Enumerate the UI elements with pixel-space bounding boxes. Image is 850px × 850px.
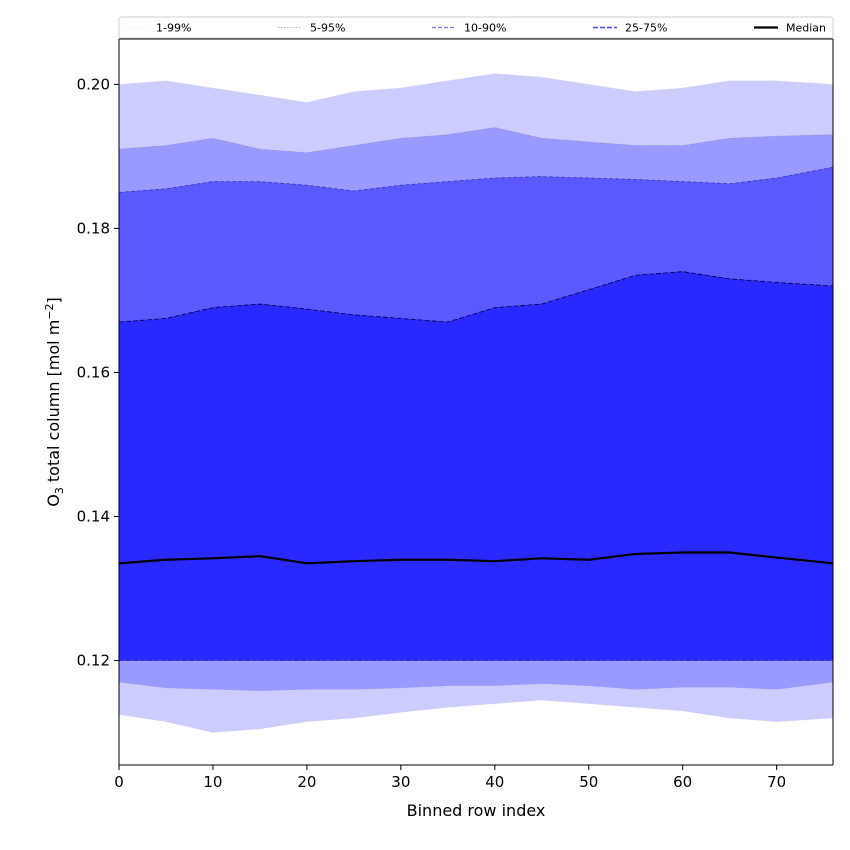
y-axis-label-sup: −2 [43, 303, 56, 319]
x-ticks: 0 10 20 30 40 50 60 70 [114, 765, 786, 791]
y-tick-label: 0.14 [77, 508, 110, 526]
axes [118, 38, 834, 766]
legend: 1-99% 5-95% 10-90% 25-75% Median [118, 16, 834, 39]
x-tick-label: 70 [767, 773, 786, 791]
y-axis-label-rest: total column [mol m [44, 320, 63, 487]
y-axis-label-sub: 3 [53, 487, 66, 494]
legend-label-5: Median [786, 22, 826, 35]
band-10-90-upper-edge [118, 166, 834, 193]
legend-label-3: 10-90% [464, 22, 506, 35]
y-tick-label: 0.12 [77, 652, 110, 670]
band-1-99-upper-edge [118, 73, 834, 103]
legend-label-1: 1-99% [156, 22, 191, 35]
legend-box [118, 16, 834, 39]
x-axis-label: Binned row index [407, 801, 546, 820]
y-axis-label-main: O [44, 494, 63, 507]
y-tick-label: 0.16 [77, 363, 110, 381]
band-25-75-upper-edge [118, 271, 834, 323]
bands [118, 73, 834, 733]
band-5-95-lower-edge [118, 681, 834, 692]
band-25-75-area [119, 271, 833, 661]
y-axis-label: O3 total column [mol m−2] [43, 297, 66, 507]
x-tick-label: 20 [297, 773, 316, 791]
legend-label-4: 25-75% [625, 22, 667, 35]
median-layer [118, 551, 834, 565]
x-tick-label: 50 [579, 773, 598, 791]
x-tick-label: 0 [114, 773, 124, 791]
y-ticks: 0.12 0.14 0.16 0.18 0.20 [77, 75, 119, 670]
y-tick-label: 0.20 [77, 75, 110, 93]
x-tick-label: 60 [673, 773, 692, 791]
x-tick-label: 40 [485, 773, 504, 791]
median-line [118, 551, 834, 565]
y-tick-label: 0.18 [77, 219, 110, 237]
y-axis-label-end: ] [44, 297, 63, 303]
legend-label-2: 5-95% [310, 22, 345, 35]
x-tick-label: 10 [203, 773, 222, 791]
x-tick-label: 30 [391, 773, 410, 791]
band-1-99-lower-edge [118, 699, 834, 733]
